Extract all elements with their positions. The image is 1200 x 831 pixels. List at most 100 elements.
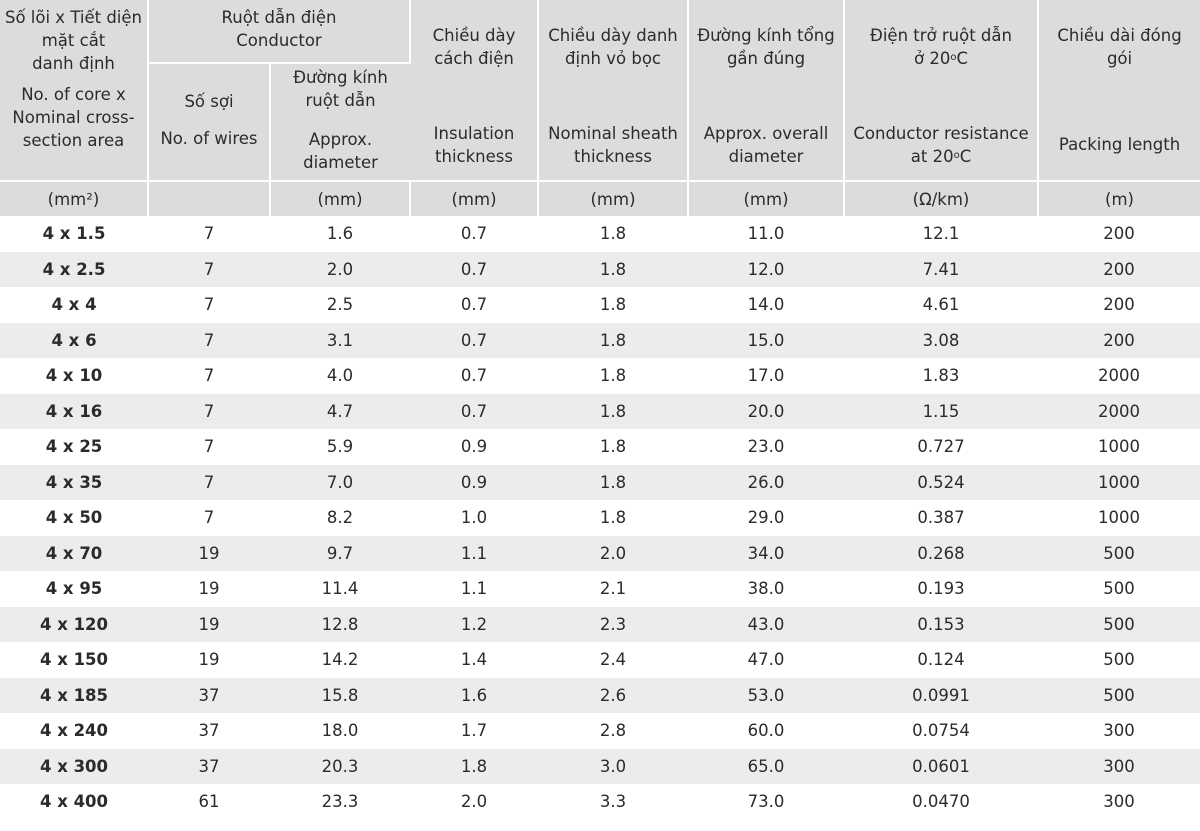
unit-resistance: (Ω/km)	[844, 180, 1040, 216]
cell-insulation: 1.0	[460, 508, 488, 528]
cell-resistance: 3.08	[844, 322, 1039, 358]
cell-cross-section: 4 x 4	[51, 295, 97, 315]
header-text: Insulation	[433, 124, 515, 143]
header-text: diameter	[728, 147, 804, 166]
cell-conductor-diameter: 15.8	[270, 677, 411, 713]
table-row: 4 x 95 19 11.4 1.1 2.1 38.0 0.193 500	[0, 571, 1200, 607]
cell-conductor-diameter: 4.7	[270, 393, 411, 429]
table-body: 4 x 1.5 7 1.6 0.7 1.8 11.0 12.1 200 4 x 2.5 7 2.0 0…	[0, 216, 1200, 820]
cell-cross-section: 4 x 10	[45, 366, 103, 386]
header-text: Chiều dày	[432, 26, 516, 45]
cell-resistance: 0.0601	[844, 748, 1039, 784]
header-text: Chiều dày danh	[548, 26, 678, 45]
header-text: Nominal sheath	[548, 124, 678, 143]
header-text: gần đúng	[726, 49, 806, 68]
cell-sheath: 3.0	[538, 748, 689, 784]
cell-packing-length: 1000	[1098, 437, 1141, 457]
cell-packing-length: 2000	[1098, 366, 1141, 386]
cell-conductor-diameter: 5.9	[326, 437, 354, 457]
header-text: thickness	[435, 147, 513, 166]
table-header: Số lõi x Tiết diện mặt cắt danh định No.…	[0, 0, 1200, 216]
table-row: 4 x 300 37 20.3 1.8 3.0 65.0 0.0601 300	[0, 748, 1200, 784]
cell-cross-section: 4 x 50	[45, 508, 103, 528]
cell-overall-diameter: 43.0	[688, 606, 845, 642]
cell-cross-section: 4 x 16	[0, 393, 148, 429]
cell-packing-length: 500	[1103, 579, 1135, 599]
cell-resistance: 12.1	[922, 224, 960, 244]
table-row: 4 x 150 19 14.2 1.4 2.4 47.0 0.124 500	[0, 642, 1200, 678]
table-row: 4 x 1.5 7 1.6 0.7 1.8 11.0 12.1 200	[0, 216, 1200, 252]
table-row: 4 x 70 19 9.7 1.1 2.0 34.0 0.268 500	[0, 535, 1200, 571]
cell-packing-length: 500	[1038, 677, 1200, 713]
table-row: 4 x 240 37 18.0 1.7 2.8 60.0 0.0754 300	[0, 713, 1200, 749]
degree-mark: o	[950, 52, 957, 63]
header-text: mặt cắt	[41, 31, 106, 50]
cell-cross-section: 4 x 35	[0, 464, 148, 500]
header-text: at 20	[910, 147, 954, 166]
header-text: thickness	[574, 147, 652, 166]
cell-insulation: 0.7	[410, 251, 539, 287]
cell-conductor-diameter: 20.3	[270, 748, 411, 784]
header-resistance: Điện trở ruột dẫn ở 20oC Conductor resis…	[844, 0, 1040, 181]
cell-cross-section: 4 x 240	[39, 721, 109, 741]
cell-cross-section: 4 x 120	[0, 606, 148, 642]
header-text: at 20oC	[849, 145, 1033, 168]
cell-resistance: 7.41	[844, 251, 1039, 287]
cell-insulation: 1.7	[460, 721, 488, 741]
cell-wires: 7	[203, 224, 215, 244]
cell-sheath: 1.8	[599, 224, 627, 244]
cell-sheath: 2.6	[538, 677, 689, 713]
header-text: Ruột dẫn điện	[221, 8, 337, 27]
cell-insulation: 0.7	[460, 224, 488, 244]
cell-sheath: 2.4	[599, 650, 627, 670]
cell-resistance: 0.124	[917, 650, 965, 670]
cell-overall-diameter: 34.0	[688, 535, 845, 571]
cell-conductor-diameter: 12.8	[270, 606, 411, 642]
cell-resistance: 0.153	[844, 606, 1039, 642]
degree-mark: o	[953, 150, 960, 161]
cell-sheath: 1.8	[599, 366, 627, 386]
header-text: định vỏ bọc	[565, 49, 661, 68]
cell-wires: 7	[148, 393, 270, 429]
unit-wires	[148, 180, 271, 216]
cell-wires: 7	[203, 508, 215, 528]
cell-packing-length: 500	[1038, 606, 1200, 642]
cell-wires: 19	[148, 606, 270, 642]
cell-overall-diameter: 29.0	[747, 508, 785, 528]
unit-packing-length: (m)	[1038, 180, 1200, 216]
table-row: 4 x 6 7 3.1 0.7 1.8 15.0 3.08 200	[0, 322, 1200, 358]
cell-overall-diameter: 15.0	[688, 322, 845, 358]
units-row: (mm²) (mm) (mm) (mm) (mm) (Ω/km) (m)	[0, 180, 1200, 216]
cell-sheath: 1.8	[538, 322, 689, 358]
header-conductor-diameter: Đường kính ruột dẫn Approx. diameter	[270, 63, 411, 181]
cell-cross-section: 4 x 25	[45, 437, 103, 457]
cell-overall-diameter: 17.0	[747, 366, 785, 386]
cell-resistance: 0.727	[917, 437, 965, 457]
cell-resistance: 0.387	[917, 508, 965, 528]
cell-insulation: 0.9	[410, 464, 539, 500]
header-text: Approx. overall	[703, 124, 829, 143]
cell-wires: 7	[203, 295, 215, 315]
cell-sheath: 2.0	[538, 535, 689, 571]
cell-packing-length: 300	[1103, 792, 1135, 812]
cell-wires: 7	[148, 322, 270, 358]
cell-packing-length: 500	[1038, 535, 1200, 571]
cell-cross-section: 4 x 70	[0, 535, 148, 571]
header-sheath: Chiều dày danh định vỏ bọc Nominal sheat…	[538, 0, 690, 181]
cell-wires: 7	[148, 251, 270, 287]
cell-resistance: 0.193	[917, 579, 965, 599]
cell-insulation: 1.8	[410, 748, 539, 784]
cell-sheath: 1.8	[538, 251, 689, 287]
cell-insulation: 0.7	[460, 295, 488, 315]
cell-insulation: 0.9	[460, 437, 488, 457]
cell-wires: 37	[148, 677, 270, 713]
cell-resistance: 0.524	[844, 464, 1039, 500]
cell-wires: 61	[198, 792, 220, 812]
header-text: Đường kính tổng	[697, 26, 835, 45]
cell-resistance: 1.15	[844, 393, 1039, 429]
cell-wires: 7	[203, 437, 215, 457]
cell-insulation: 0.7	[460, 366, 488, 386]
cell-resistance: 0.0991	[844, 677, 1039, 713]
cell-cross-section: 4 x 6	[0, 322, 148, 358]
cell-insulation: 1.6	[410, 677, 539, 713]
